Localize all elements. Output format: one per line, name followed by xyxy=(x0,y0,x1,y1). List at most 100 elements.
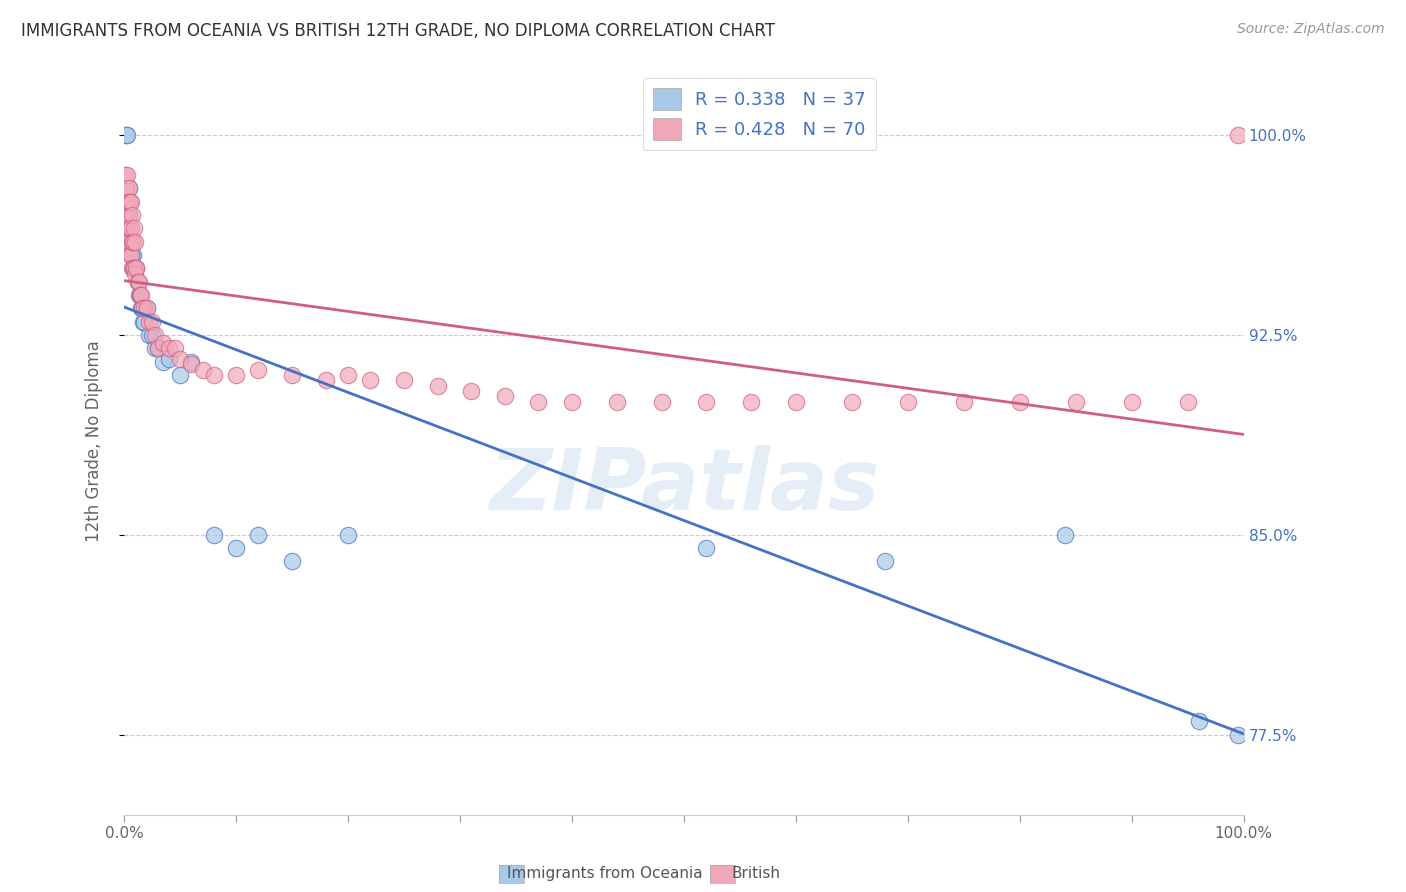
Point xyxy=(129,301,152,316)
Point xyxy=(129,288,152,302)
Point xyxy=(180,354,202,368)
Point xyxy=(138,328,160,343)
Point xyxy=(124,235,146,249)
Point xyxy=(426,378,449,392)
Point xyxy=(128,288,150,302)
Point xyxy=(114,168,136,182)
Point xyxy=(117,181,139,195)
Point xyxy=(124,261,146,276)
Point xyxy=(122,235,145,249)
Point xyxy=(114,194,136,209)
Point xyxy=(122,261,145,276)
Point xyxy=(152,335,174,350)
Point xyxy=(875,554,897,568)
Point xyxy=(117,181,139,195)
Point xyxy=(606,394,628,409)
Point xyxy=(180,357,202,371)
Point xyxy=(134,301,156,316)
Point xyxy=(117,128,139,142)
Point xyxy=(145,328,167,343)
Point xyxy=(115,128,138,142)
Point xyxy=(337,368,360,382)
Point xyxy=(128,275,150,289)
Point xyxy=(191,362,214,376)
Point xyxy=(122,261,145,276)
Point xyxy=(121,208,143,222)
Point xyxy=(117,194,139,209)
Point xyxy=(117,221,139,235)
Point xyxy=(1227,128,1250,142)
Point xyxy=(145,341,167,355)
Point xyxy=(163,341,186,355)
Point xyxy=(115,181,138,195)
Point xyxy=(695,394,717,409)
Point xyxy=(128,288,150,302)
Point xyxy=(128,288,150,302)
Point xyxy=(117,208,139,222)
Point xyxy=(125,261,148,276)
Point xyxy=(1053,528,1076,542)
Point xyxy=(740,394,762,409)
Point xyxy=(135,301,157,316)
Point xyxy=(127,275,149,289)
Point xyxy=(120,221,142,235)
Point xyxy=(561,394,583,409)
Point xyxy=(225,541,247,555)
Point xyxy=(118,248,141,262)
Y-axis label: 12th Grade, No Diploma: 12th Grade, No Diploma xyxy=(86,341,103,542)
Point xyxy=(117,194,139,209)
Point xyxy=(392,373,415,387)
Point xyxy=(131,301,153,316)
Point xyxy=(1008,394,1031,409)
Point xyxy=(118,221,141,235)
Point xyxy=(225,368,247,382)
Point xyxy=(117,168,139,182)
Legend: R = 0.338   N = 37, R = 0.428   N = 70: R = 0.338 N = 37, R = 0.428 N = 70 xyxy=(643,78,876,151)
Point xyxy=(1188,714,1211,729)
Text: British: British xyxy=(731,866,780,881)
Point xyxy=(1177,394,1199,409)
Point xyxy=(169,368,191,382)
Point xyxy=(281,554,304,568)
Point xyxy=(337,528,360,542)
Point xyxy=(117,235,139,249)
Point xyxy=(157,341,180,355)
Point xyxy=(131,301,153,316)
Point xyxy=(202,368,225,382)
Point xyxy=(120,194,142,209)
Text: ZIPatlas: ZIPatlas xyxy=(489,445,879,528)
Point xyxy=(202,528,225,542)
Point xyxy=(695,541,717,555)
Point xyxy=(124,267,146,281)
Point xyxy=(785,394,807,409)
Point xyxy=(115,208,138,222)
Point xyxy=(460,384,482,398)
Text: IMMIGRANTS FROM OCEANIA VS BRITISH 12TH GRADE, NO DIPLOMA CORRELATION CHART: IMMIGRANTS FROM OCEANIA VS BRITISH 12TH … xyxy=(21,22,775,40)
Point xyxy=(132,315,155,329)
Point xyxy=(146,341,169,355)
Point xyxy=(315,373,337,387)
Point xyxy=(841,394,863,409)
Point xyxy=(152,354,174,368)
Point xyxy=(122,221,145,235)
Point xyxy=(1227,728,1250,742)
Point xyxy=(651,394,673,409)
Point xyxy=(118,235,141,249)
Point xyxy=(121,235,143,249)
Point xyxy=(141,328,163,343)
Point xyxy=(121,248,143,262)
Point xyxy=(121,261,143,276)
Point xyxy=(122,261,145,276)
Point xyxy=(146,341,169,355)
Point xyxy=(115,235,138,249)
Point xyxy=(169,351,191,366)
Text: Source: ZipAtlas.com: Source: ZipAtlas.com xyxy=(1237,22,1385,37)
Point xyxy=(247,528,270,542)
Point xyxy=(247,362,270,376)
Point xyxy=(141,315,163,329)
Point xyxy=(359,373,381,387)
Point xyxy=(157,351,180,366)
Point xyxy=(953,394,976,409)
Point xyxy=(118,194,141,209)
Point xyxy=(1121,394,1143,409)
